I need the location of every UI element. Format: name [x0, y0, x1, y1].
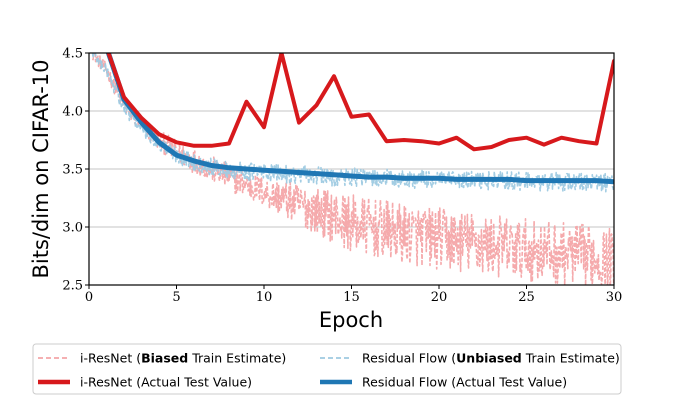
y-tick-label: 3.5: [62, 163, 83, 178]
x-tick-label: 10: [256, 290, 273, 305]
y-axis-label: Bits/dim on CIFAR-10: [29, 59, 53, 278]
y-tick-label: 3.0: [62, 221, 83, 236]
x-axis-label: Epoch: [319, 308, 383, 332]
x-tick-label: 5: [172, 290, 180, 305]
plot-series: [91, 53, 614, 285]
iresnet-train-series: [91, 53, 614, 285]
legend-label: Residual Flow (Actual Test Value): [362, 375, 567, 390]
x-tick-label: 20: [431, 290, 448, 305]
x-tick-label: 30: [606, 290, 623, 305]
resflow-test-series: [105, 53, 614, 185]
iresnet-test-series: [106, 53, 614, 152]
y-tick-label: 4.5: [62, 47, 83, 62]
legend-label: i-ResNet (Biased Train Estimate): [80, 351, 286, 366]
x-tick-label: 0: [85, 290, 93, 305]
legend: i-ResNet (Biased Train Estimate) Residual…: [32, 343, 622, 395]
x-tick-label: 15: [343, 290, 360, 305]
resflow-train-series: [91, 53, 614, 193]
legend-box: [32, 343, 622, 395]
axis-ticks: 2.5 3.0 3.5 4.0 4.5 0 5 10 15 20 25 30: [62, 47, 622, 306]
x-tick-label: 25: [518, 290, 535, 305]
y-tick-label: 4.0: [62, 105, 83, 120]
y-tick-label: 2.5: [62, 279, 83, 294]
legend-label: Residual Flow (Unbiased Train Estimate): [362, 351, 620, 366]
legend-label: i-ResNet (Actual Test Value): [80, 375, 252, 390]
